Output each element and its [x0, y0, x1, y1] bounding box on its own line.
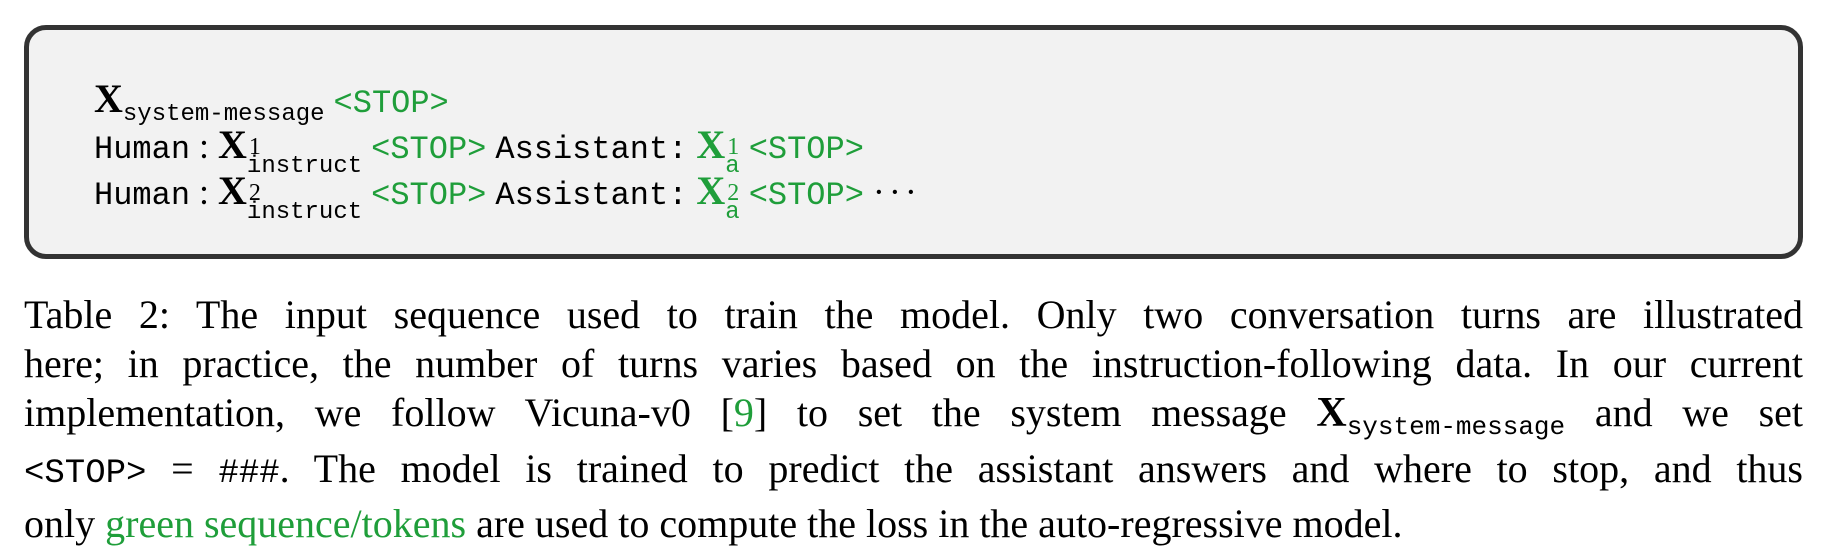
assistant-label: Assistant:	[495, 131, 688, 168]
x-symbol: X	[94, 76, 123, 121]
turn-superscript: 2	[248, 180, 261, 206]
stop-token: <STOP>	[371, 131, 487, 168]
x-instruct-symbol: X	[218, 168, 247, 213]
caption-line-1: Table 2: The input sequence used to trai…	[24, 292, 1803, 337]
x-answer-symbol: X	[696, 168, 726, 213]
x-answer-symbol: X	[696, 122, 726, 167]
instruct-subsup: 2 instruct	[246, 180, 363, 226]
caption-text: ] to set the system message	[753, 390, 1287, 435]
turn-superscript: 2	[727, 180, 740, 206]
caption-line-3: implementation, we follow Vicuna-v0 [9] …	[24, 388, 1803, 444]
sequence-line-system: Xsystem-message <STOP>	[94, 76, 1794, 128]
turn-superscript: 1	[248, 134, 261, 160]
citation-link[interactable]: 9	[733, 390, 754, 435]
caption-text: only	[24, 501, 96, 546]
system-message-subscript: system-message	[122, 101, 325, 128]
stop-token: <STOP>	[371, 177, 487, 214]
colon: :	[199, 126, 210, 166]
stop-token: <STOP>	[24, 455, 147, 493]
caption-text: . The model is trained to predict the as…	[279, 446, 1803, 491]
answer-subscript: a	[725, 153, 740, 180]
colon: :	[199, 172, 210, 212]
system-message-subscript: system-message	[1346, 412, 1566, 442]
sequence-box	[24, 25, 1803, 259]
equals-sign: =	[171, 446, 194, 491]
caption-text: and we set	[1594, 390, 1804, 435]
turn-superscript: 1	[727, 134, 740, 160]
caption-line-2: here; in practice, the number of turns v…	[24, 341, 1803, 386]
caption-line-4: <STOP> = ###. The model is trained to pr…	[24, 444, 1803, 499]
caption-line-5: only green sequence/tokens are used to c…	[24, 499, 1803, 548]
human-label: Human	[94, 131, 191, 168]
hash-token: ###	[218, 455, 280, 493]
x-instruct-symbol: X	[218, 122, 247, 167]
human-label: Human	[94, 177, 191, 214]
instruct-subscript: instruct	[246, 199, 363, 226]
input-sequence: Xsystem-message <STOP> Human : X 1 instruc…	[94, 76, 1794, 225]
x-symbol: X	[1316, 390, 1347, 436]
instruct-subsup: 1 instruct	[246, 134, 363, 180]
stop-token: <STOP>	[333, 85, 449, 122]
table-caption: Table 2: The input sequence used to trai…	[24, 290, 1803, 548]
instruct-subscript: instruct	[246, 153, 363, 180]
caption-text: are used to compute the loss in the auto…	[476, 501, 1403, 546]
ellipsis: ···	[872, 172, 921, 212]
stop-token: <STOP>	[748, 131, 864, 168]
green-tokens-text: green sequence/tokens	[105, 501, 467, 546]
answer-subscript: a	[725, 199, 740, 226]
stop-token: <STOP>	[748, 177, 864, 214]
caption-text: implementation, we follow Vicuna-v0 [	[24, 390, 734, 435]
assistant-label: Assistant:	[495, 177, 688, 214]
